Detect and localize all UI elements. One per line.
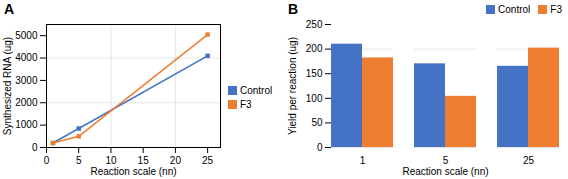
html-text:B: B <box>288 1 299 17</box>
svg-text:0: 0 <box>32 142 38 153</box>
svg-text:1: 1 <box>360 155 366 166</box>
svg-text:3000: 3000 <box>15 75 38 86</box>
svg-text:50: 50 <box>311 117 323 128</box>
svg-text:Yield per reaction (ug): Yield per reaction (ug) <box>287 37 298 135</box>
html-text:Control: Control <box>498 3 531 15</box>
svg-text:200: 200 <box>306 43 323 54</box>
html-text:F3: F3 <box>240 99 252 110</box>
svg-text:0: 0 <box>44 155 50 166</box>
svg-text:10: 10 <box>105 155 117 166</box>
svg-text:25: 25 <box>202 155 214 166</box>
html-text:A: A <box>4 1 15 17</box>
svg-text:25: 25 <box>523 155 535 166</box>
svg-text:Reaction scale (nn): Reaction scale (nn) <box>90 166 176 177</box>
svg-text:20: 20 <box>170 155 182 166</box>
svg-text:2000: 2000 <box>15 97 38 108</box>
svg-text:Synthesized RNA (ug): Synthesized RNA (ug) <box>2 37 13 135</box>
svg-text:15: 15 <box>138 155 150 166</box>
svg-text:4000: 4000 <box>15 52 38 63</box>
svg-text:5000: 5000 <box>15 30 38 41</box>
svg-text:100: 100 <box>306 93 323 104</box>
svg-text:Reaction scale (nn): Reaction scale (nn) <box>402 166 488 177</box>
svg-text:250: 250 <box>306 19 323 30</box>
svg-text:5: 5 <box>443 155 449 166</box>
svg-text:5: 5 <box>76 155 82 166</box>
svg-text:1000: 1000 <box>15 119 38 130</box>
html-text:Control: Control <box>240 85 273 96</box>
html-text:F3: F3 <box>550 3 562 15</box>
svg-text:150: 150 <box>306 68 323 79</box>
svg-text:0: 0 <box>317 142 323 153</box>
